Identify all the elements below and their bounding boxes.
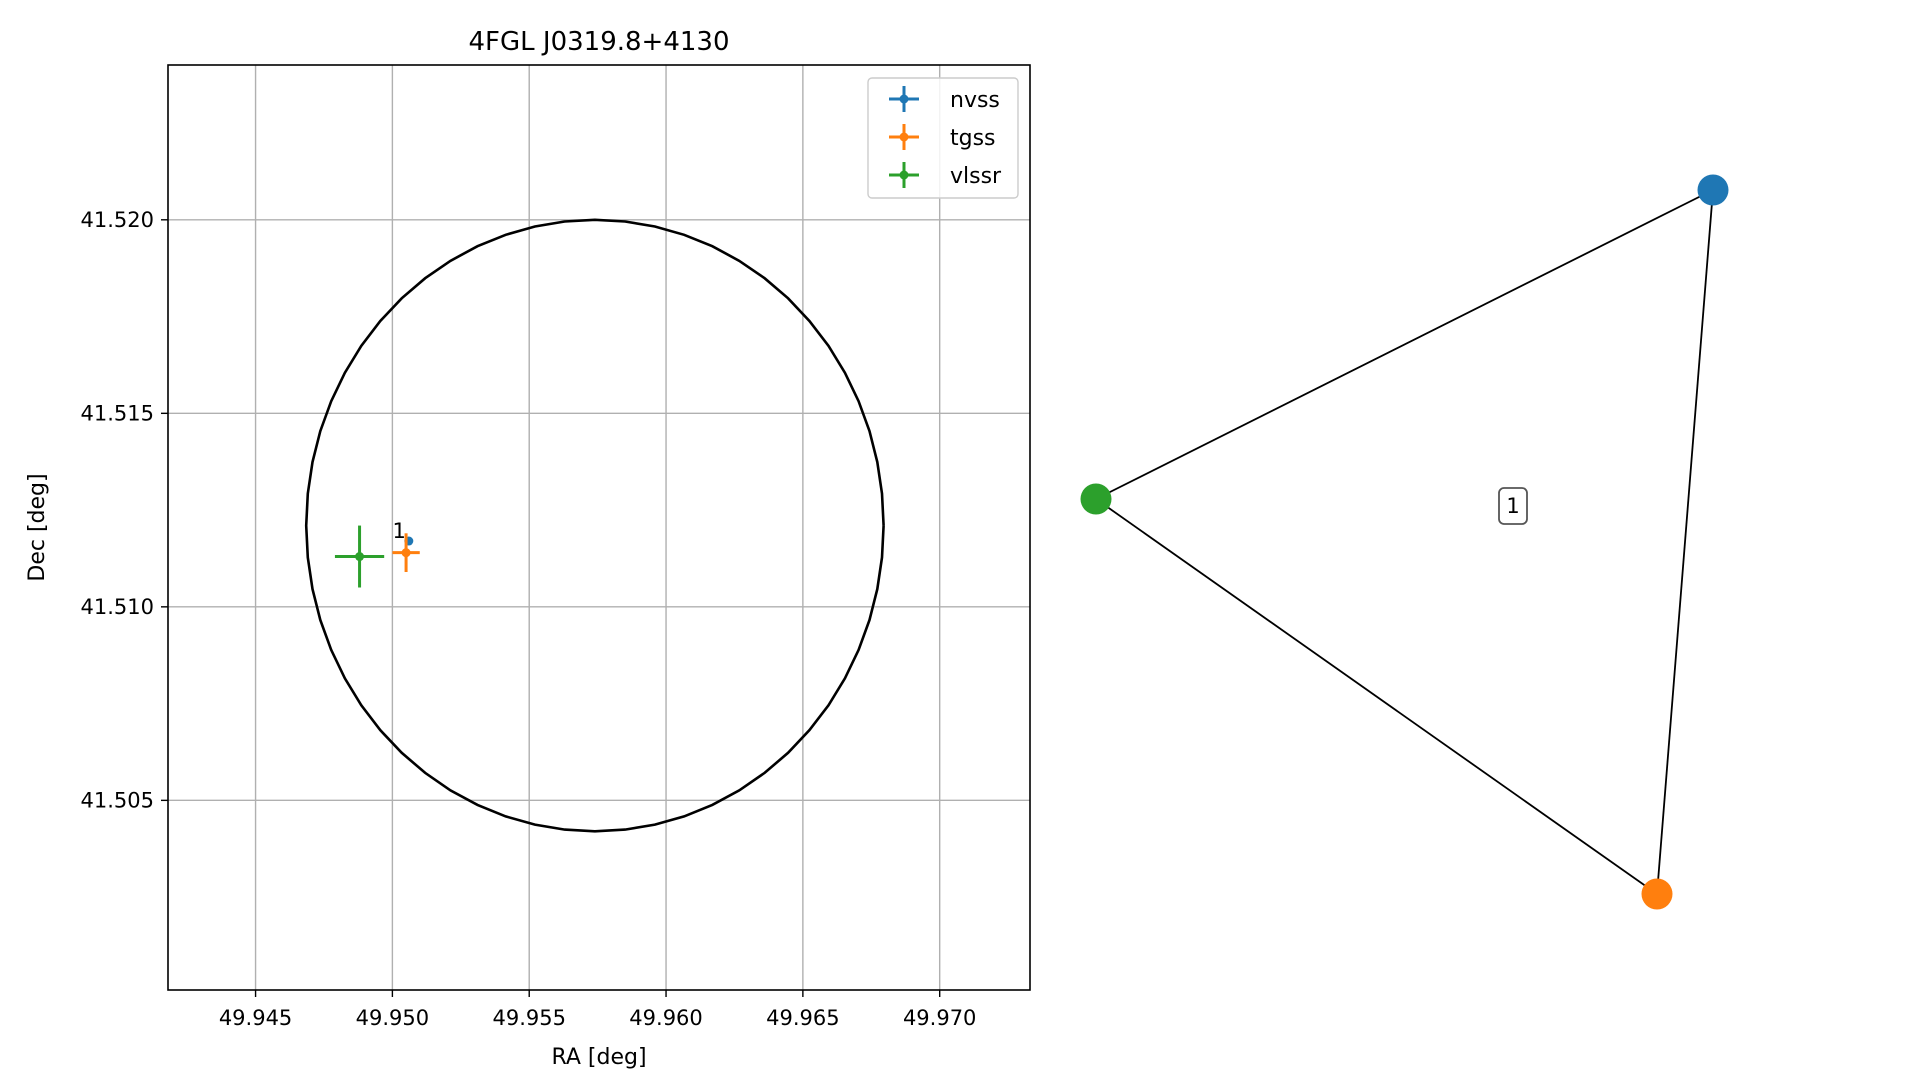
y-tick-label: 41.510: [81, 595, 154, 619]
graph-nodes: [1080, 174, 1729, 910]
legend-label: nvss: [950, 88, 1000, 113]
legend-label: vlssr: [950, 164, 1002, 189]
y-axis-ticks: 41.505 41.510 41.515 41.520: [81, 208, 168, 812]
legend-swatch-marker: [899, 94, 909, 104]
node-vlssr: [1080, 483, 1112, 515]
node-nvss: [1697, 174, 1729, 206]
plot-frame: [167, 64, 1031, 991]
point-vlssr: [334, 525, 385, 588]
association-graph-panel: 1: [1080, 174, 1729, 910]
sky-plot-panel: 1 49.945 49.950 49.955 49.960 49.965 49.970 4…: [25, 27, 1031, 1070]
point-tgss: [392, 533, 420, 573]
x-tick-label: 49.960: [629, 1006, 702, 1030]
point-marker: [355, 552, 365, 562]
x-tick-label: 49.970: [903, 1006, 976, 1030]
error-circle: [304, 218, 885, 833]
legend-entry-vlssr: vlssr: [889, 162, 1002, 189]
legend: nvss tgss vlssr: [867, 77, 1019, 199]
point-marker: [401, 548, 411, 558]
node-tgss: [1641, 878, 1673, 910]
x-tick-label: 49.955: [492, 1006, 565, 1030]
plot-background: [168, 65, 1030, 990]
legend-swatch-marker: [899, 170, 909, 180]
y-tick-label: 41.515: [81, 401, 154, 425]
x-axis-ticks: 49.945 49.950 49.955 49.960 49.965 49.970: [219, 990, 976, 1030]
group-label-text: 1: [1506, 494, 1519, 518]
edge-nvss-tgss: [1656, 189, 1714, 895]
x-tick-label: 49.965: [766, 1006, 839, 1030]
data-points: 1: [334, 519, 420, 588]
legend-entry-nvss: nvss: [889, 86, 1000, 113]
edge-tgss-vlssr: [1095, 498, 1658, 895]
x-axis-label: RA [deg]: [551, 1045, 646, 1070]
legend-entry-tgss: tgss: [889, 124, 996, 151]
legend-swatch-marker: [899, 132, 909, 142]
x-tick-label: 49.950: [356, 1006, 429, 1030]
grid: [168, 65, 1030, 990]
y-tick-label: 41.520: [81, 208, 154, 232]
x-tick-label: 49.945: [219, 1006, 292, 1030]
graph-edges: [1095, 189, 1714, 895]
point-annotation: 1: [392, 519, 405, 543]
graph-group-label: 1: [1498, 487, 1528, 525]
chart-title: 4FGL J0319.8+4130: [469, 27, 730, 57]
y-axis-label: Dec [deg]: [25, 473, 50, 581]
legend-label: tgss: [950, 126, 996, 151]
y-tick-label: 41.505: [81, 788, 154, 812]
error-circle-layer: [304, 218, 885, 833]
edge-vlssr-nvss: [1095, 189, 1714, 500]
group-label-box: [1498, 487, 1528, 525]
